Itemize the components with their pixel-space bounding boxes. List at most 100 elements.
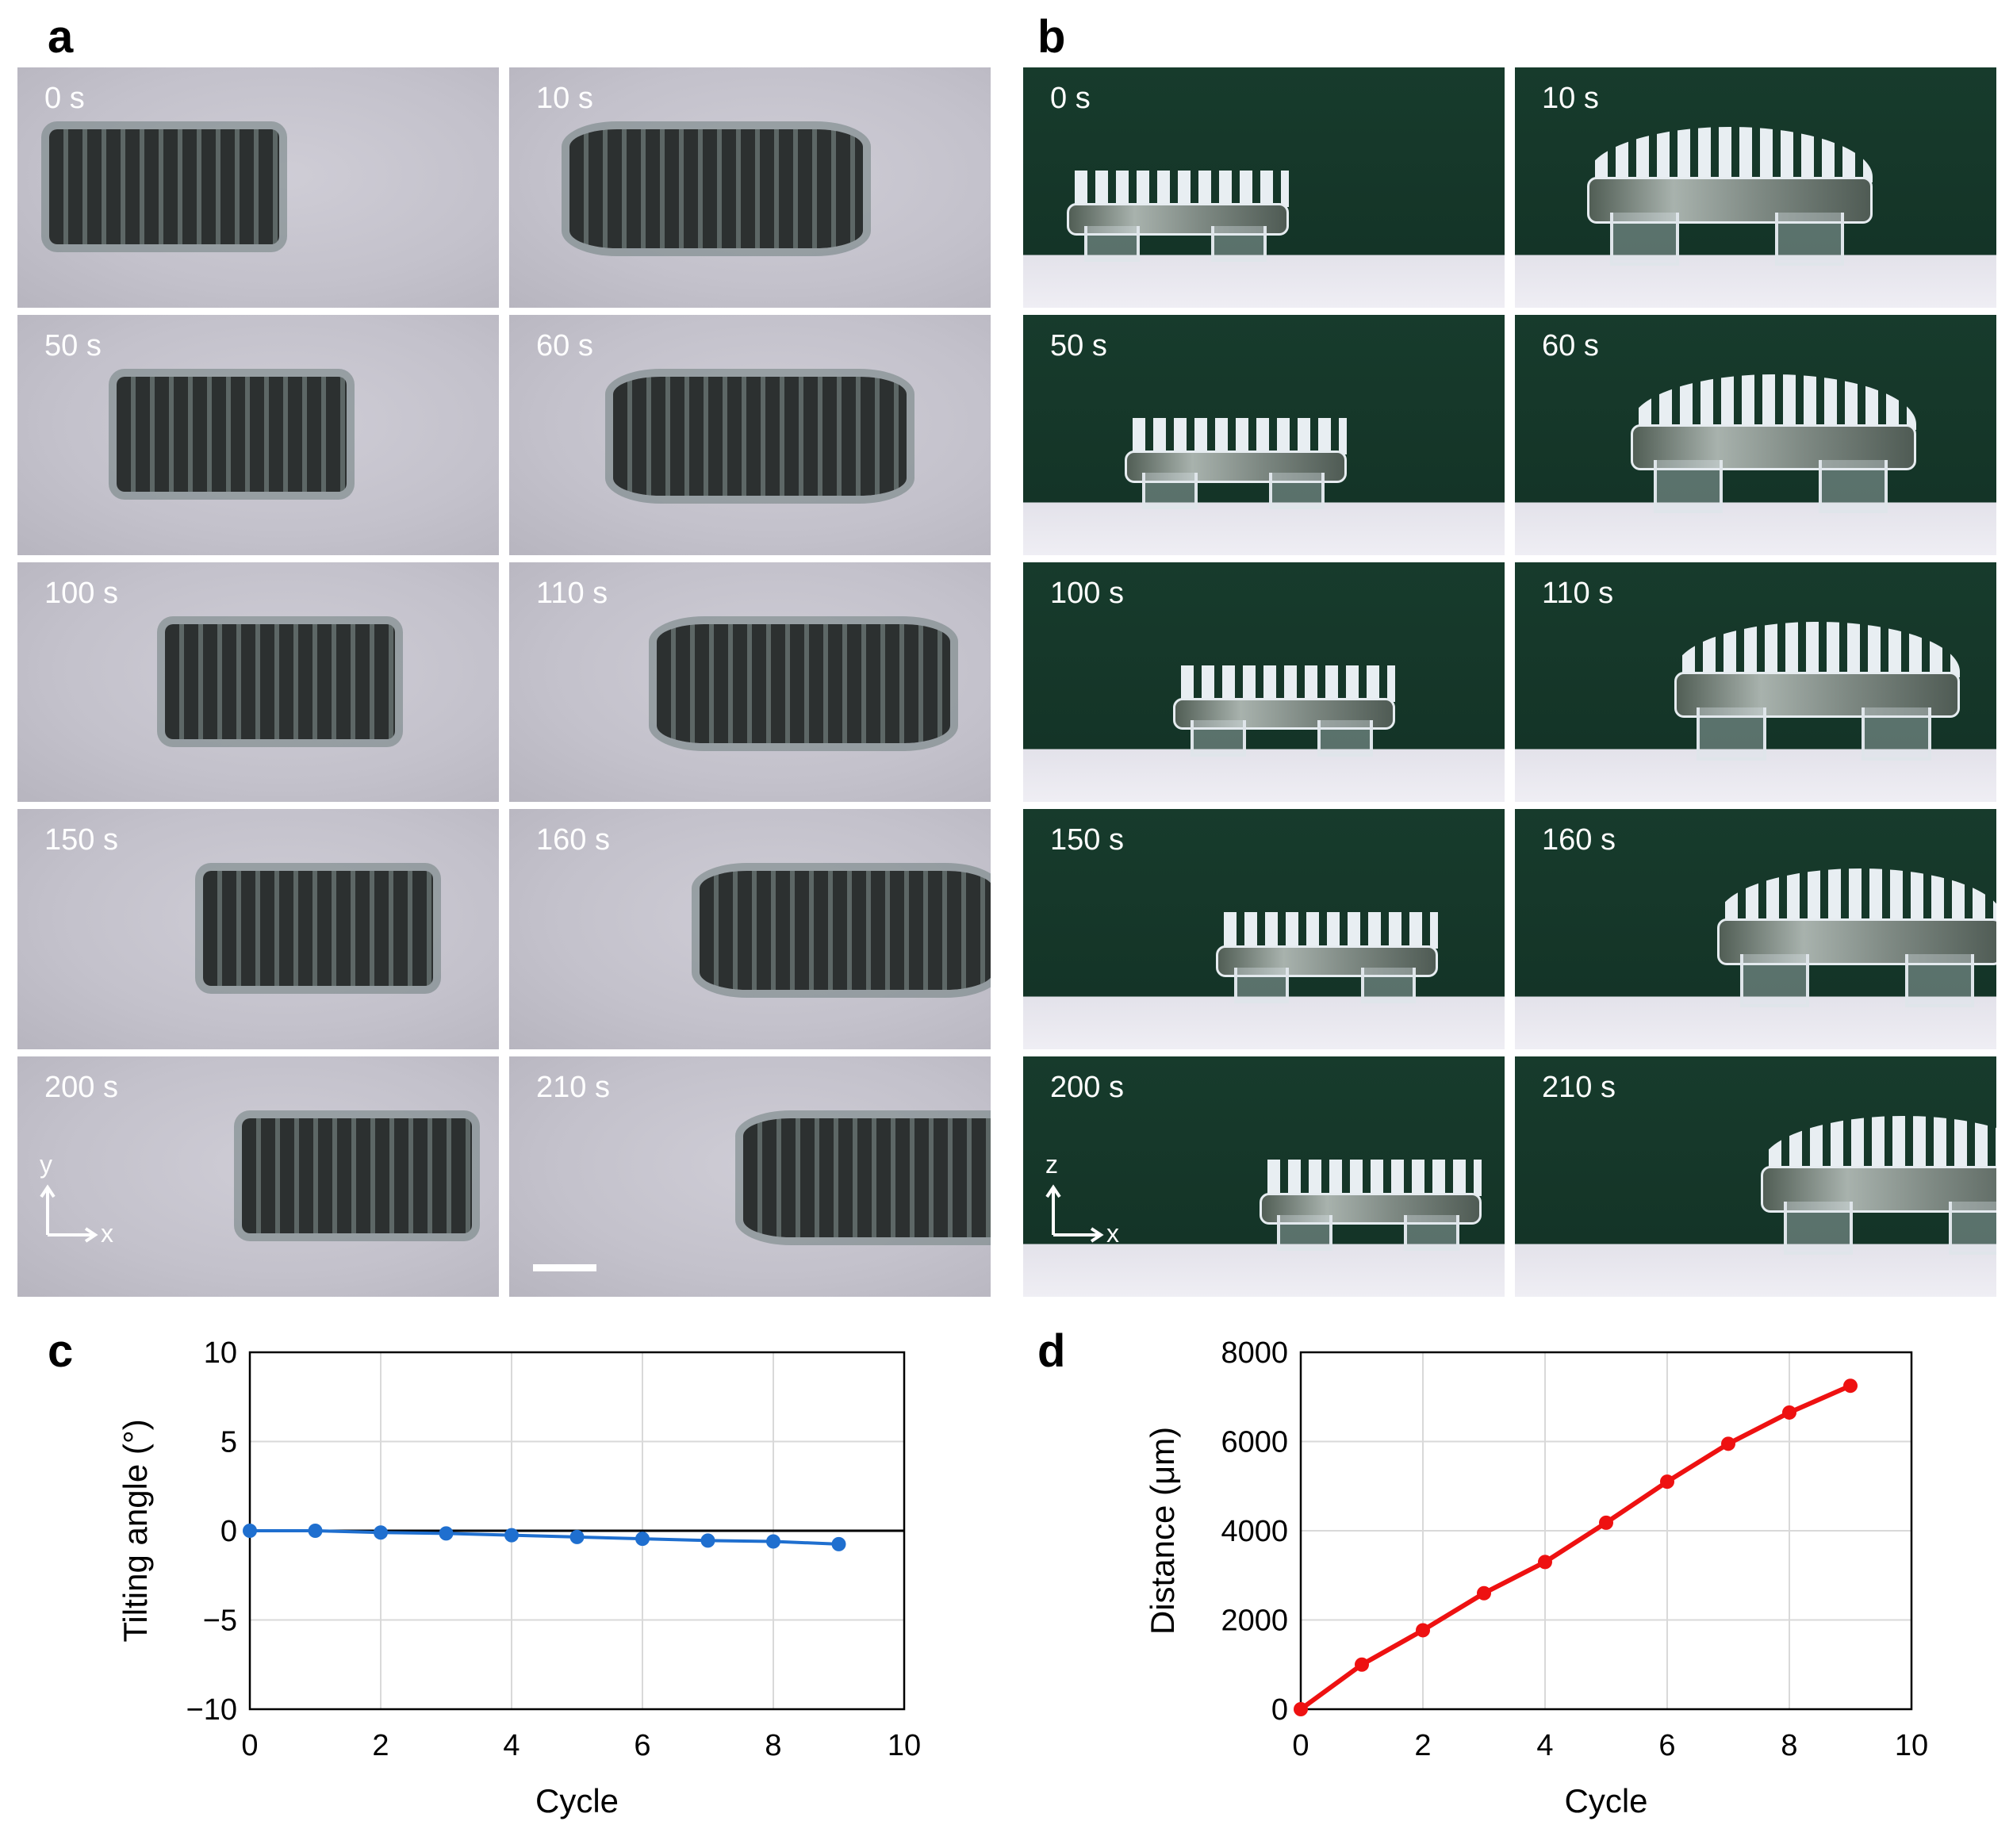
x-axis-label: Cycle <box>1564 1782 1647 1819</box>
robot-spikes <box>1717 868 1996 925</box>
robot-leg <box>1277 1214 1332 1252</box>
robot-body <box>116 376 347 492</box>
y-axis-label: Distance (μm) <box>1144 1427 1181 1635</box>
robot-leg <box>1740 954 1810 1008</box>
data-point <box>1538 1555 1552 1570</box>
timestamp-label: 200 s <box>1050 1071 1124 1105</box>
x-tick-label: 2 <box>372 1729 389 1762</box>
robot-body <box>1067 203 1289 236</box>
robot-spikes <box>1172 665 1395 702</box>
image-frame: 110 s <box>1515 562 1996 803</box>
x-tick-label: 2 <box>1414 1729 1431 1762</box>
data-point <box>569 1529 585 1544</box>
timestamp-label: 60 s <box>1542 328 1599 362</box>
robot-side-view <box>1259 1160 1482 1252</box>
timestamp-label: 50 s <box>44 328 102 362</box>
y-tick-label: −10 <box>186 1693 237 1727</box>
image-frame: 0 s <box>17 67 499 308</box>
robot-leg <box>1697 707 1766 761</box>
robot-spikes <box>1760 1116 1996 1172</box>
image-frame: 100 s <box>17 562 499 803</box>
robot-top-view <box>116 376 347 492</box>
image-frame: 150 s <box>1023 809 1505 1050</box>
axis-label-vertical: z <box>1045 1150 1058 1179</box>
robot-top-view <box>742 1118 991 1238</box>
timestamp-label: 110 s <box>536 576 608 610</box>
robot-body <box>656 623 950 743</box>
timestamp-label: 10 s <box>536 82 593 115</box>
robot-leg <box>1233 968 1290 1004</box>
robot-body <box>1674 671 1960 719</box>
robot-side-view <box>1760 1116 1996 1256</box>
axis-label-vertical: y <box>40 1150 52 1179</box>
robot-top-view <box>700 871 991 991</box>
timestamp-label: 60 s <box>536 328 593 362</box>
robot-top-view <box>164 623 395 739</box>
panel-b-image-grid: 0 s 10 s 50 s 60 s 100 s 110 s 150 s 160 s 200 s… <box>1023 67 1996 1297</box>
x-tick-label: 4 <box>1536 1729 1553 1762</box>
image-frame: 50 s <box>17 314 499 555</box>
x-tick-label: 6 <box>634 1729 650 1762</box>
robot-leg <box>1610 213 1680 266</box>
robot-leg <box>1948 1202 1996 1256</box>
robot-body <box>164 623 395 739</box>
scale-bar <box>533 1264 596 1272</box>
image-frame: 0 s <box>1023 67 1505 308</box>
timestamp-label: 0 s <box>1050 82 1091 115</box>
panel-letter-d: d <box>1037 1325 1066 1377</box>
robot-side-view <box>1674 621 1960 761</box>
x-tick-label: 8 <box>765 1729 781 1762</box>
robot-leg <box>1818 459 1888 513</box>
image-frame: 200 s z x <box>1023 1056 1505 1297</box>
robot-leg <box>1783 1202 1853 1256</box>
robot-spikes <box>1631 374 1917 430</box>
y-tick-label: 5 <box>220 1426 237 1459</box>
axis-arrows-icon <box>1045 1184 1104 1243</box>
data-point <box>1782 1405 1796 1420</box>
robot-leg <box>1862 707 1931 761</box>
data-point <box>1294 1702 1308 1716</box>
robot-leg <box>1190 720 1246 757</box>
image-frame: 110 s <box>509 562 991 803</box>
robot-body <box>203 871 434 987</box>
robot-body <box>1631 424 1917 471</box>
series-line <box>1299 1383 1852 1712</box>
robot-spikes <box>1067 171 1289 207</box>
robot-body <box>742 1118 991 1238</box>
y-axis-label: Tilting angle (°) <box>117 1419 154 1642</box>
y-tick-label: −5 <box>203 1605 237 1638</box>
robot-body <box>1587 177 1873 224</box>
image-frame: 210 s <box>1515 1056 1996 1297</box>
series-line <box>250 1529 839 1546</box>
axis-label-horizontal: x <box>1106 1219 1119 1248</box>
robot-top-view <box>49 129 279 244</box>
robot-spikes <box>1124 417 1347 454</box>
robot-body <box>49 129 279 244</box>
timestamp-label: 100 s <box>1050 576 1124 610</box>
data-point <box>831 1536 846 1551</box>
panel-c-chart: 0 2 4 6 8 10 −10 −5 0 5 10 Cycle Tilting angle (°) <box>117 1336 921 1819</box>
robot-leg <box>1404 1214 1459 1252</box>
robot-top-view <box>569 129 864 248</box>
data-point <box>1660 1474 1674 1490</box>
robot-body <box>1760 1166 1996 1213</box>
data-point <box>439 1526 454 1541</box>
image-frame: 50 s <box>1023 314 1505 555</box>
robot-side-view <box>1631 374 1917 513</box>
axis-label-horizontal: x <box>101 1219 113 1248</box>
image-frame: 100 s <box>1023 562 1505 803</box>
image-frame: 10 s <box>509 67 991 308</box>
robot-body <box>569 129 864 248</box>
robot-side-view <box>1216 912 1439 1004</box>
data-point <box>766 1534 780 1549</box>
timestamp-label: 150 s <box>1050 823 1124 857</box>
x-tick-label: 0 <box>241 1729 258 1762</box>
robot-side-view <box>1587 127 1873 266</box>
robot-side-view <box>1172 665 1395 757</box>
x-tick-label: 0 <box>1292 1729 1309 1762</box>
image-frame: 150 s <box>17 809 499 1050</box>
x-axis-label: Cycle <box>535 1782 619 1819</box>
timestamp-label: 210 s <box>1542 1071 1616 1105</box>
timestamp-label: 200 s <box>44 1071 118 1105</box>
axis-arrows-icon <box>40 1184 98 1243</box>
